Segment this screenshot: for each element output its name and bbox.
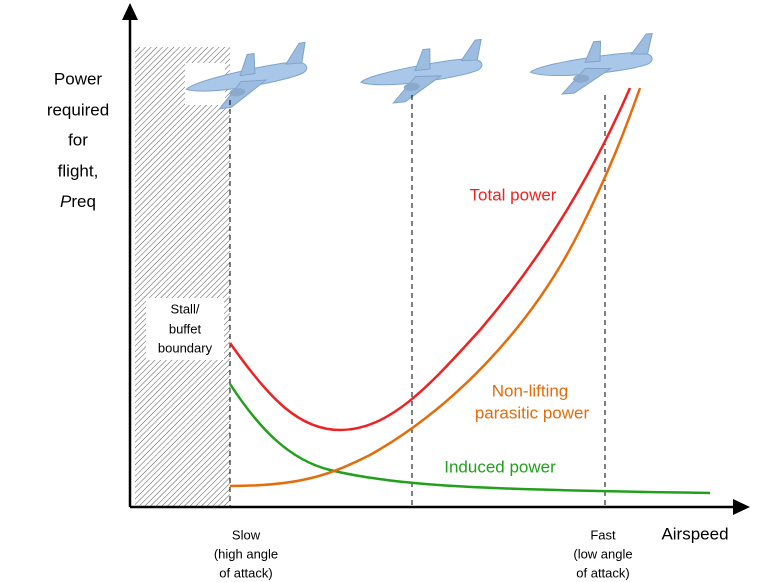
symbol-suffix: req: [71, 192, 96, 211]
y-label-line: for: [68, 130, 88, 149]
y-label-line: flight,: [58, 161, 99, 180]
slow-line: (high angle: [214, 546, 278, 561]
total-label: Total power: [470, 185, 557, 204]
fast-line: Fast: [590, 527, 616, 542]
axes: [122, 3, 750, 515]
stall-line: Stall/: [171, 301, 200, 316]
stall-label: Stall/ buffet boundary: [158, 301, 213, 355]
slow-label: Slow (high angle of attack): [214, 527, 278, 580]
stall-line: buffet: [169, 321, 202, 336]
parasitic-curve: [229, 87, 642, 488]
stall-label-background: [146, 298, 224, 360]
parasitic-label: parasitic power: [475, 403, 590, 422]
induced-curve: [228, 383, 711, 495]
plane-mid: [357, 38, 488, 107]
fast-line: (low angle: [573, 546, 632, 561]
plane-fast: [527, 33, 657, 97]
stall-region: [135, 47, 230, 507]
fast-label: Fast (low angle of attack): [573, 527, 632, 580]
fast-line: of attack): [576, 565, 629, 580]
slow-line: Slow: [232, 527, 261, 542]
symbol: P: [60, 192, 72, 211]
total-curve: [228, 87, 632, 432]
y-label-line: required: [47, 100, 109, 119]
induced-label: Induced power: [444, 457, 556, 476]
y-label-symbol: Preq: [60, 192, 96, 211]
y-label-line: Power: [54, 69, 103, 88]
parasitic-label: Non-lifting: [492, 381, 569, 400]
slow-line: of attack): [219, 565, 272, 580]
dashed-lines: [229, 95, 606, 507]
stall-line: boundary: [158, 340, 213, 355]
x-axis-label: Airspeed: [661, 524, 728, 543]
y-axis-label: Power required for flight, Preq: [47, 69, 109, 211]
